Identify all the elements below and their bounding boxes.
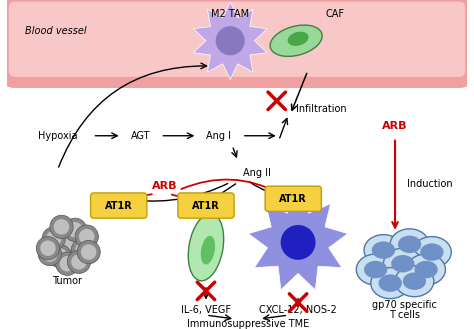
Text: CXCL-12, NOS-2: CXCL-12, NOS-2 — [259, 305, 337, 315]
Circle shape — [77, 240, 100, 264]
Text: AGT: AGT — [131, 131, 151, 141]
Ellipse shape — [395, 266, 434, 297]
FancyBboxPatch shape — [3, 0, 471, 83]
Circle shape — [50, 215, 73, 239]
Text: T cells: T cells — [389, 310, 420, 320]
Circle shape — [55, 231, 79, 254]
Text: IL-6, VEGF: IL-6, VEGF — [181, 305, 231, 315]
FancyBboxPatch shape — [178, 193, 234, 218]
Circle shape — [42, 227, 65, 250]
Circle shape — [281, 225, 316, 260]
Circle shape — [216, 26, 245, 55]
Ellipse shape — [201, 236, 215, 265]
Circle shape — [46, 231, 62, 246]
Circle shape — [67, 250, 91, 273]
Polygon shape — [248, 192, 348, 290]
Circle shape — [71, 239, 94, 262]
Text: M2 TAM: M2 TAM — [211, 9, 249, 18]
Text: Tumor: Tumor — [52, 276, 82, 286]
Circle shape — [36, 237, 60, 260]
Ellipse shape — [407, 254, 446, 285]
Text: Induction: Induction — [407, 179, 452, 189]
Ellipse shape — [364, 235, 403, 266]
Ellipse shape — [379, 274, 402, 292]
Ellipse shape — [391, 255, 414, 272]
Text: ARB: ARB — [152, 181, 177, 191]
Ellipse shape — [288, 32, 309, 46]
Text: Blood vessel: Blood vessel — [25, 26, 86, 36]
Ellipse shape — [390, 229, 429, 260]
Circle shape — [42, 246, 58, 262]
Ellipse shape — [414, 261, 438, 278]
Ellipse shape — [188, 214, 224, 281]
Circle shape — [64, 218, 87, 241]
Text: Immunosuppressive TME: Immunosuppressive TME — [187, 319, 309, 329]
Circle shape — [75, 242, 91, 258]
Ellipse shape — [371, 267, 410, 299]
Text: AT1R: AT1R — [279, 194, 307, 204]
FancyBboxPatch shape — [91, 193, 147, 218]
Circle shape — [60, 235, 75, 250]
Ellipse shape — [403, 272, 426, 290]
Circle shape — [71, 254, 87, 269]
Ellipse shape — [398, 236, 421, 253]
Circle shape — [48, 244, 71, 267]
Text: Infiltration: Infiltration — [296, 104, 347, 114]
Text: Ang II: Ang II — [243, 167, 271, 178]
Ellipse shape — [356, 254, 395, 285]
Ellipse shape — [383, 248, 422, 279]
Ellipse shape — [270, 25, 322, 56]
Ellipse shape — [364, 261, 387, 278]
Circle shape — [54, 219, 69, 235]
Circle shape — [60, 256, 75, 271]
Text: Hypoxia: Hypoxia — [38, 131, 77, 141]
Circle shape — [55, 252, 79, 275]
Text: Ang I: Ang I — [206, 131, 231, 141]
Circle shape — [79, 229, 94, 244]
Ellipse shape — [412, 237, 451, 267]
Ellipse shape — [372, 241, 395, 259]
Text: gp70 specific: gp70 specific — [372, 300, 437, 311]
Circle shape — [75, 225, 98, 248]
Circle shape — [81, 244, 96, 260]
Circle shape — [40, 240, 55, 256]
Circle shape — [67, 222, 83, 238]
Text: CAF: CAF — [325, 9, 344, 18]
Polygon shape — [193, 2, 267, 80]
Circle shape — [52, 248, 67, 264]
Ellipse shape — [420, 243, 444, 261]
Text: AT1R: AT1R — [105, 201, 133, 211]
Circle shape — [38, 242, 62, 266]
Text: ARB: ARB — [383, 121, 408, 131]
FancyBboxPatch shape — [265, 186, 321, 211]
Text: AT1R: AT1R — [192, 201, 220, 211]
